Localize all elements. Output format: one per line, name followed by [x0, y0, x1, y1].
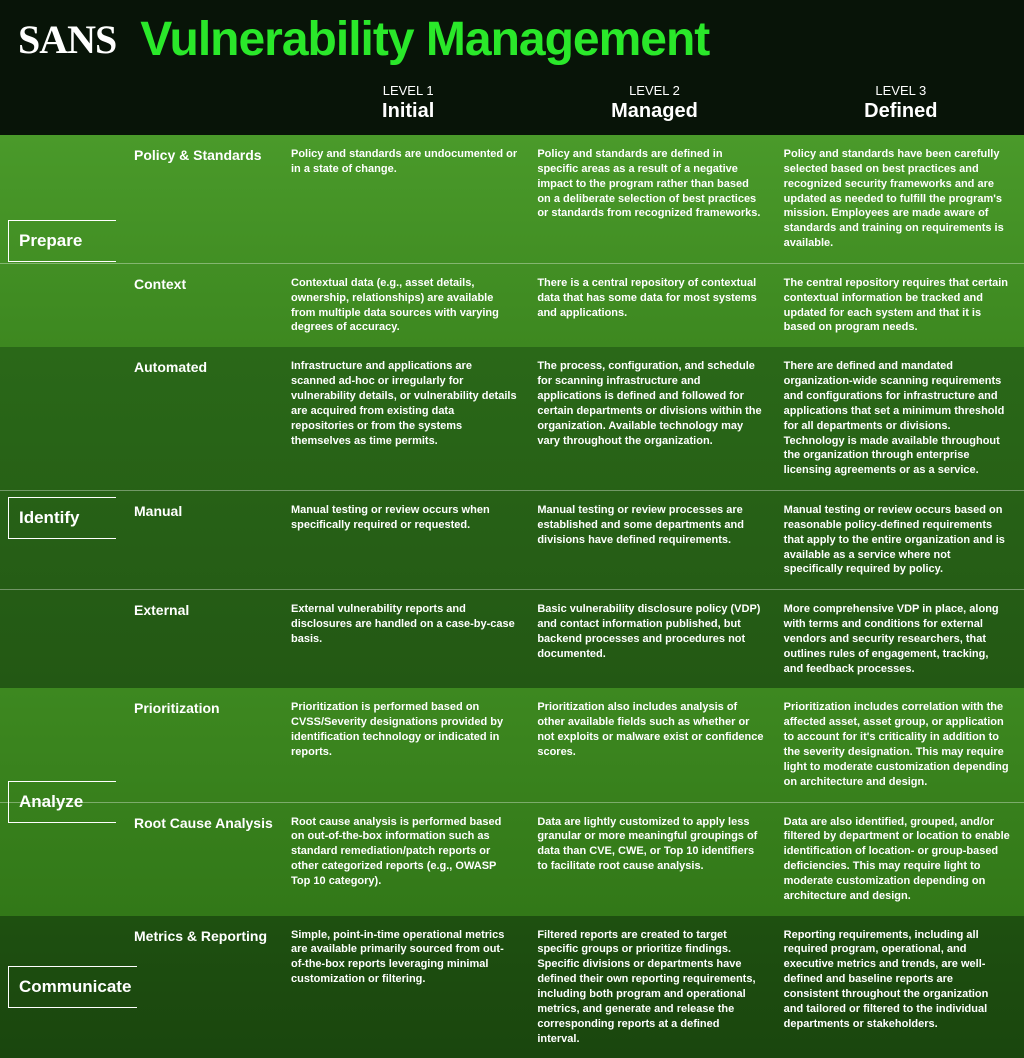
- section-analyze: PrioritizationPrioritization is performe…: [0, 688, 1024, 915]
- category-label: Identify: [19, 508, 110, 528]
- description-cell: Root cause analysis is performed based o…: [285, 803, 531, 916]
- subcategory-label: Context: [130, 264, 285, 347]
- description-cell: Infrastructure and applications are scan…: [285, 347, 531, 490]
- category-cell: [0, 264, 130, 347]
- category-label-box: Communicate: [8, 966, 137, 1008]
- description-cell: There is a central repository of context…: [531, 264, 777, 347]
- subcategory-label: Prioritization: [130, 688, 285, 801]
- description-cell: Data are lightly customized to apply les…: [531, 803, 777, 916]
- level-num-2: LEVEL 2: [531, 83, 777, 98]
- section-identify: AutomatedInfrastructure and applications…: [0, 347, 1024, 688]
- description-cell: More comprehensive VDP in place, along w…: [778, 590, 1024, 688]
- table-row: ExternalExternal vulnerability reports a…: [0, 589, 1024, 688]
- description-cell: The process, configuration, and schedule…: [531, 347, 777, 490]
- subcategory-label: Policy & Standards: [130, 135, 285, 263]
- description-cell: Basic vulnerability disclosure policy (V…: [531, 590, 777, 688]
- category-cell: [0, 347, 130, 490]
- subcategory-label: Manual: [130, 491, 285, 589]
- description-cell: Manual testing or review occurs based on…: [778, 491, 1024, 589]
- category-label-box: Prepare: [8, 220, 116, 262]
- section-communicate: Metrics & ReportingSimple, point-in-time…: [0, 916, 1024, 1058]
- description-cell: Data are also identified, grouped, and/o…: [778, 803, 1024, 916]
- category-cell: [0, 590, 130, 688]
- maturity-matrix: Policy & StandardsPolicy and standards a…: [0, 135, 1024, 1058]
- description-cell: Manual testing or review occurs when spe…: [285, 491, 531, 589]
- table-row: PrioritizationPrioritization is performe…: [0, 688, 1024, 801]
- description-cell: Simple, point-in-time operational metric…: [285, 916, 531, 1058]
- description-cell: There are defined and mandated organizat…: [778, 347, 1024, 490]
- description-cell: Contextual data (e.g., asset details, ow…: [285, 264, 531, 347]
- level-name-3: Defined: [778, 100, 1024, 123]
- level-name-2: Managed: [531, 100, 777, 123]
- category-label-box: Analyze: [8, 781, 116, 823]
- subcategory-label: Metrics & Reporting: [130, 916, 285, 1058]
- table-row: ContextContextual data (e.g., asset deta…: [0, 263, 1024, 347]
- subcategory-label: Automated: [130, 347, 285, 490]
- category-label: Communicate: [19, 977, 131, 997]
- description-cell: Filtered reports are created to target s…: [531, 916, 777, 1058]
- header: SANS Vulnerability Management: [0, 0, 1024, 75]
- level-num-1: LEVEL 1: [285, 83, 531, 98]
- description-cell: Policy and standards are defined in spec…: [531, 135, 777, 263]
- description-cell: Reporting requirements, including all re…: [778, 916, 1024, 1058]
- page-title: Vulnerability Management: [140, 12, 709, 67]
- description-cell: Prioritization is performed based on CVS…: [285, 688, 531, 801]
- level-name-1: Initial: [285, 100, 531, 123]
- table-row: Root Cause AnalysisRoot cause analysis i…: [0, 802, 1024, 916]
- description-cell: The central repository requires that cer…: [778, 264, 1024, 347]
- description-cell: Manual testing or review processes are e…: [531, 491, 777, 589]
- table-row: Policy & StandardsPolicy and standards a…: [0, 135, 1024, 263]
- table-row: Metrics & ReportingSimple, point-in-time…: [0, 916, 1024, 1058]
- section-prepare: Policy & StandardsPolicy and standards a…: [0, 135, 1024, 347]
- description-cell: Prioritization includes correlation with…: [778, 688, 1024, 801]
- level-headers: LEVEL 1 Initial LEVEL 2 Managed LEVEL 3 …: [0, 75, 1024, 135]
- description-cell: External vulnerability reports and discl…: [285, 590, 531, 688]
- level-header-2: LEVEL 2 Managed: [531, 83, 777, 123]
- table-row: AutomatedInfrastructure and applications…: [0, 347, 1024, 490]
- description-cell: Prioritization also includes analysis of…: [531, 688, 777, 801]
- category-label-box: Identify: [8, 497, 116, 539]
- logo: SANS: [18, 20, 116, 60]
- category-label: Prepare: [19, 231, 110, 251]
- table-row: ManualManual testing or review occurs wh…: [0, 490, 1024, 589]
- subcategory-label: Root Cause Analysis: [130, 803, 285, 916]
- subcategory-label: External: [130, 590, 285, 688]
- level-header-3: LEVEL 3 Defined: [778, 83, 1024, 123]
- level-num-3: LEVEL 3: [778, 83, 1024, 98]
- description-cell: Policy and standards have been carefully…: [778, 135, 1024, 263]
- category-label: Analyze: [19, 792, 110, 812]
- level-header-1: LEVEL 1 Initial: [285, 83, 531, 123]
- description-cell: Policy and standards are undocumented or…: [285, 135, 531, 263]
